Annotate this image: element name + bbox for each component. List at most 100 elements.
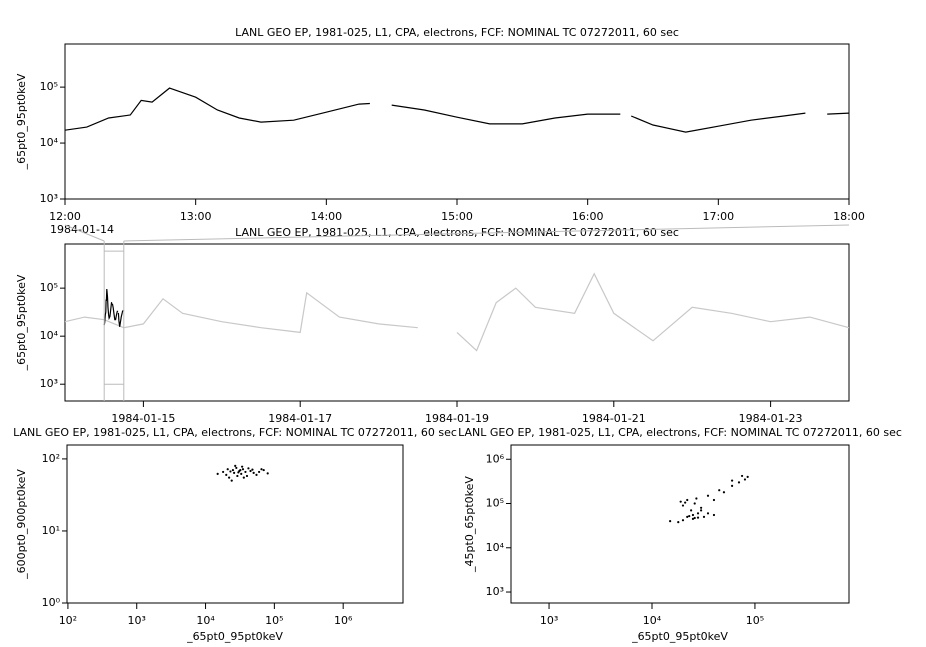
scatter-point xyxy=(730,479,734,482)
x-tick-label: 10³ xyxy=(128,614,146,627)
y-axis-label: _600pt0_900pt0keV xyxy=(15,469,28,580)
scatter-point xyxy=(737,481,741,484)
x-tick-label: 10⁴ xyxy=(196,614,215,627)
scatter-point xyxy=(229,470,232,473)
y-tick-label: 10³ xyxy=(486,585,504,598)
scatter-point xyxy=(260,468,263,471)
x-tick-label: 10⁴ xyxy=(643,614,662,627)
scatter-point xyxy=(740,474,744,478)
x-tick-label: 15:00 xyxy=(441,210,473,223)
y-tick-label: 10⁴ xyxy=(40,329,59,342)
y-tick-label: 10² xyxy=(42,452,60,465)
scatter-point xyxy=(695,497,698,500)
x-tick-label: 10⁶ xyxy=(334,614,353,627)
date-label: 1984-01-14 xyxy=(50,223,114,236)
x-tick-label: 1984-01-21 xyxy=(582,412,646,425)
scatter-point xyxy=(746,475,749,478)
scatter-point xyxy=(230,479,233,482)
scatter-point xyxy=(245,474,249,478)
x-tick-label: 1984-01-17 xyxy=(268,412,332,425)
scatter-point xyxy=(690,509,693,512)
scatter-point xyxy=(691,517,695,520)
scatter-point xyxy=(696,512,700,515)
scatter-point xyxy=(700,509,703,512)
scatter-point xyxy=(743,478,747,481)
y-tick-label: 10⁵ xyxy=(40,80,58,93)
scatter-point xyxy=(702,515,706,518)
scatter-point xyxy=(236,474,239,478)
scatter-point xyxy=(266,472,269,475)
scatter-point xyxy=(222,470,225,474)
y-tick-label: 10³ xyxy=(40,192,58,205)
x-axis-label: _65pt0_95pt0keV xyxy=(631,630,728,643)
scatter-point xyxy=(231,468,235,472)
y-tick-label: 10⁵ xyxy=(40,281,58,294)
scatter-point xyxy=(681,519,685,522)
plot-frame xyxy=(66,444,404,604)
scatter-point xyxy=(696,516,700,519)
scatter-point xyxy=(722,491,726,494)
y-tick-label: 10⁴ xyxy=(486,541,505,554)
y-axis-label: _65pt0_95pt0keV xyxy=(15,73,28,170)
x-tick-label: 10⁵ xyxy=(746,614,764,627)
x-tick-label: 10² xyxy=(59,614,77,627)
scatter-point xyxy=(252,471,255,474)
scatter-point xyxy=(712,513,716,517)
zoom-connector xyxy=(64,224,105,242)
scatter-point xyxy=(216,472,219,475)
y-tick-label: 10⁵ xyxy=(486,497,504,510)
scatter-point xyxy=(706,494,710,497)
scatter-point xyxy=(228,476,231,479)
data-line xyxy=(64,272,850,352)
scatter-point xyxy=(241,468,245,471)
y-tick-label: 10⁶ xyxy=(486,452,505,465)
scatter-point xyxy=(688,514,691,518)
scatter-point xyxy=(262,468,265,472)
scatter-point xyxy=(700,506,703,509)
scatter-point xyxy=(691,513,695,517)
scatter-point xyxy=(730,484,734,488)
x-tick-label: 10³ xyxy=(540,614,558,627)
x-tick-label: 18:00 xyxy=(833,210,865,223)
scatter-point xyxy=(241,465,244,468)
y-axis-label: _65pt0_95pt0keV xyxy=(15,274,28,371)
chart-title: LANL GEO EP, 1981-025, L1, CPA, electron… xyxy=(13,426,457,439)
scatter-point xyxy=(226,468,229,471)
scatter-point xyxy=(244,470,247,474)
x-tick-label: 17:00 xyxy=(702,210,734,223)
plot-frame xyxy=(510,444,850,604)
scatter-point xyxy=(679,500,682,503)
chart-title: LANL GEO EP, 1981-025, L1, CPA, electron… xyxy=(235,26,679,39)
x-tick-label: 14:00 xyxy=(310,210,342,223)
scatter-point xyxy=(706,512,710,515)
scatter-point xyxy=(684,501,687,504)
y-tick-label: 10¹ xyxy=(42,524,60,537)
zoom-connector xyxy=(123,224,850,242)
y-axis-label: _45pt0_65pt0keV xyxy=(463,476,476,573)
scatter-point xyxy=(247,467,250,470)
y-tick-label: 10⁰ xyxy=(42,596,61,609)
chart-title: LANL GEO EP, 1981-025, L1, CPA, electron… xyxy=(458,426,902,439)
scatter-point xyxy=(239,468,242,472)
x-tick-label: 10⁵ xyxy=(265,614,283,627)
x-tick-label: 1984-01-19 xyxy=(425,412,489,425)
scatter-point xyxy=(235,466,238,470)
y-tick-label: 10³ xyxy=(40,377,58,390)
scatter-point xyxy=(242,476,245,479)
scatter-point xyxy=(251,468,254,471)
scatter-point xyxy=(240,472,243,475)
x-axis-label: _65pt0_95pt0keV xyxy=(186,630,283,643)
data-line xyxy=(103,288,125,327)
scatter-point xyxy=(677,521,680,524)
scatter-point xyxy=(249,469,252,473)
scatter-point xyxy=(712,498,716,502)
scatter-point xyxy=(681,504,685,507)
scatter-point xyxy=(225,473,228,476)
scatter-point xyxy=(257,470,261,474)
scatter-point xyxy=(255,473,258,476)
data-line xyxy=(64,87,850,133)
scatter-point xyxy=(234,464,237,467)
